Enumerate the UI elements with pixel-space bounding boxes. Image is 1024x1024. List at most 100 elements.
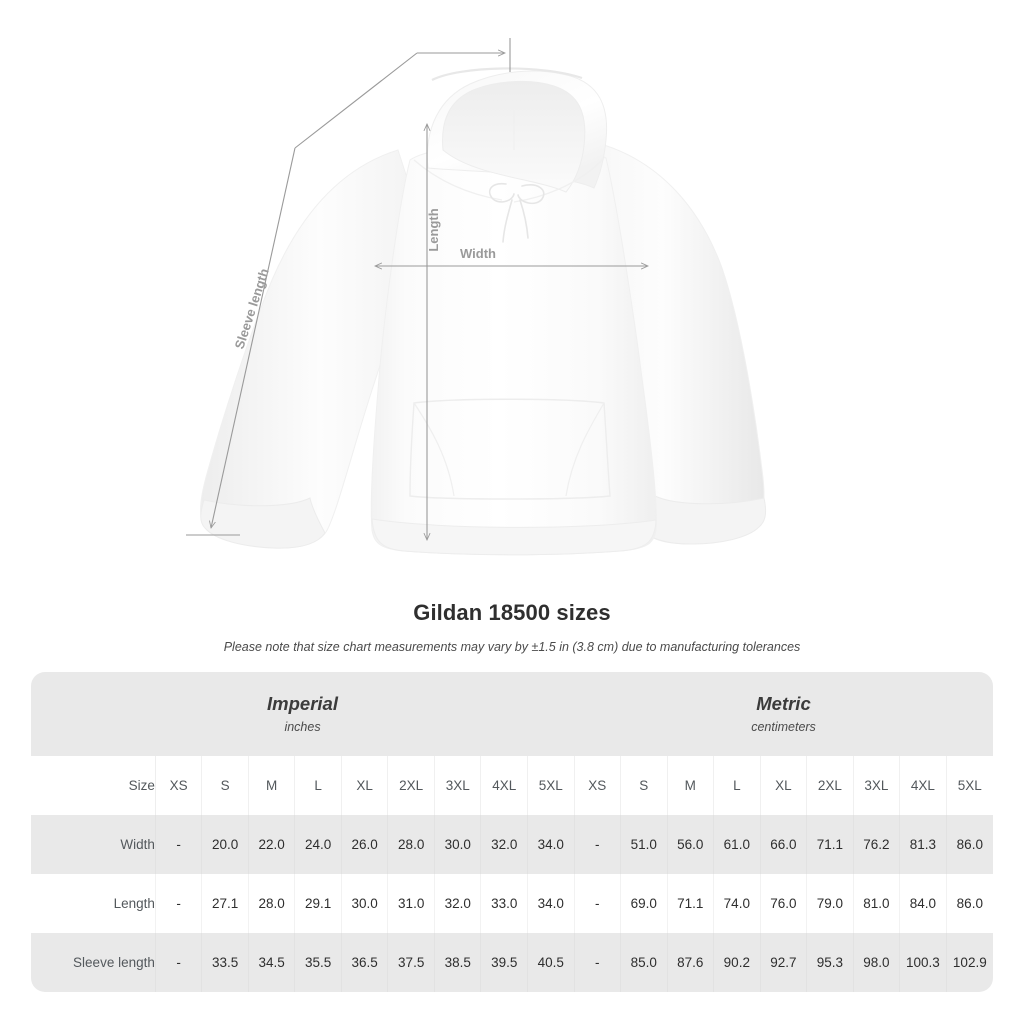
size-header-imperial-xl: XL <box>341 756 389 815</box>
size-header-metric-m: M <box>667 756 715 815</box>
cell-length-imperial-l: 29.1 <box>294 874 342 933</box>
cell-length-imperial-5xl: 34.0 <box>527 874 575 933</box>
measurement-lines <box>186 38 648 540</box>
size-header-imperial-m: M <box>248 756 296 815</box>
size-header-imperial-s: S <box>201 756 249 815</box>
length-label: Length <box>426 208 441 251</box>
cell-length-metric-5xl: 86.0 <box>946 874 993 933</box>
cell-sleeve-length-imperial-s: 33.5 <box>201 933 249 992</box>
size-header-metric-s: S <box>620 756 668 815</box>
size-header-metric-3xl: 3XL <box>853 756 901 815</box>
cell-width-metric-xl: 66.0 <box>760 815 808 874</box>
cell-width-imperial-xs: - <box>155 815 203 874</box>
hoodie-diagram-svg: Length Width Sleeve length <box>186 38 767 556</box>
cell-width-imperial-m: 22.0 <box>248 815 296 874</box>
size-header-imperial-l: L <box>294 756 342 815</box>
pocket-left-seam <box>413 402 455 497</box>
row-label-width: Width <box>31 815 156 874</box>
size-header-metric-2xl: 2XL <box>806 756 854 815</box>
left-shoulder-seam <box>413 159 503 201</box>
table-row: Length -27.1 28.0 29.1 30.0 31.0 32.0 33.0 34.0-… <box>31 874 993 933</box>
cell-sleeve-length-imperial-m: 34.5 <box>248 933 296 992</box>
unit-banner-imperial: Imperial inches <box>31 672 575 756</box>
page-title: Gildan 18500 sizes <box>413 600 611 625</box>
hoodie-diagram: Length Width Sleeve length <box>186 38 767 556</box>
cell-width-metric-m: 56.0 <box>667 815 715 874</box>
table-row: Width -20.0 22.0 24.0 26.0 28.0 30.0 32.0 34.0-5… <box>31 815 993 874</box>
bottom-hem <box>371 518 657 556</box>
cell-length-metric-4xl: 84.0 <box>899 874 947 933</box>
cell-length-imperial-xs: - <box>155 874 203 933</box>
unit-subtitle: inches <box>284 720 321 734</box>
size-header-metric-4xl: 4XL <box>899 756 947 815</box>
cell-sleeve-length-metric-l: 90.2 <box>713 933 761 992</box>
title-block: Gildan 18500 sizes Please note that size… <box>0 598 1024 655</box>
left-cuff <box>200 497 326 549</box>
size-header-metric-5xl: 5XL <box>946 756 993 815</box>
cell-sleeve-length-imperial-xs: - <box>155 933 203 992</box>
cell-width-imperial-s: 20.0 <box>201 815 249 874</box>
tolerance-note: Please note that size chart measurements… <box>223 640 801 654</box>
cell-sleeve-length-metric-xs: - <box>573 933 622 992</box>
size-chart-table-wrap: Imperial inches Metric centimeters Size XS S M L… <box>31 672 993 992</box>
cell-sleeve-length-imperial-4xl: 39.5 <box>480 933 528 992</box>
cell-width-metric-2xl: 71.1 <box>806 815 854 874</box>
size-header-imperial-3xl: 3XL <box>434 756 482 815</box>
cell-width-imperial-2xl: 28.0 <box>387 815 435 874</box>
cell-length-metric-s: 69.0 <box>620 874 668 933</box>
cell-length-imperial-2xl: 31.0 <box>387 874 435 933</box>
unit-banner-row: Imperial inches Metric centimeters <box>31 672 993 756</box>
kangaroo-pocket <box>409 398 611 500</box>
size-header-metric-xs: XS <box>573 756 622 815</box>
cell-sleeve-length-imperial-xl: 36.5 <box>341 933 389 992</box>
cell-sleeve-length-metric-5xl: 102.9 <box>946 933 993 992</box>
sleeve-diagonal-lower <box>211 147 296 528</box>
size-header-metric-l: L <box>713 756 761 815</box>
width-label: Width <box>460 246 496 261</box>
cell-length-imperial-3xl: 32.0 <box>434 874 482 933</box>
unit-subtitle: centimeters <box>751 720 816 734</box>
cell-width-metric-3xl: 76.2 <box>853 815 901 874</box>
cell-width-imperial-xl: 26.0 <box>341 815 389 874</box>
cell-length-imperial-s: 27.1 <box>201 874 249 933</box>
cell-length-metric-2xl: 79.0 <box>806 874 854 933</box>
cell-width-metric-5xl: 86.0 <box>946 815 993 874</box>
cell-sleeve-length-imperial-2xl: 37.5 <box>387 933 435 992</box>
cell-length-metric-xs: - <box>573 874 622 933</box>
cell-sleeve-length-metric-s: 85.0 <box>620 933 668 992</box>
cell-sleeve-length-metric-4xl: 100.3 <box>899 933 947 992</box>
row-label-sleeve-length: Sleeve length <box>31 933 156 992</box>
table-row: Sleeve length -33.5 34.5 35.5 36.5 37.5 38.5 39… <box>31 933 993 992</box>
cell-sleeve-length-imperial-5xl: 40.5 <box>527 933 575 992</box>
size-chart-table: Imperial inches Metric centimeters Size XS S M L… <box>31 672 993 992</box>
cell-sleeve-length-imperial-l: 35.5 <box>294 933 342 992</box>
hoodie-illustration <box>200 67 767 556</box>
cell-width-metric-s: 51.0 <box>620 815 668 874</box>
cell-width-metric-xs: - <box>573 815 622 874</box>
cell-sleeve-length-metric-2xl: 95.3 <box>806 933 854 992</box>
cell-width-imperial-5xl: 34.0 <box>527 815 575 874</box>
size-header-imperial-xs: XS <box>155 756 203 815</box>
unit-banner-metric: Metric centimeters <box>574 672 993 756</box>
cell-width-imperial-4xl: 32.0 <box>480 815 528 874</box>
cell-length-imperial-4xl: 33.0 <box>480 874 528 933</box>
column-header-size: Size <box>31 756 156 815</box>
size-header-imperial-4xl: 4XL <box>480 756 528 815</box>
unit-name: Metric <box>756 693 811 714</box>
sleeve-diagonal-upper <box>294 52 418 149</box>
cell-width-imperial-3xl: 30.0 <box>434 815 482 874</box>
size-header-imperial-5xl: 5XL <box>527 756 575 815</box>
hood-trim <box>431 67 583 81</box>
cell-length-metric-l: 74.0 <box>713 874 761 933</box>
hoodie-body <box>370 144 657 556</box>
cell-width-metric-l: 61.0 <box>713 815 761 874</box>
cell-length-metric-m: 71.1 <box>667 874 715 933</box>
drawstring <box>488 182 545 243</box>
cell-sleeve-length-metric-3xl: 98.0 <box>853 933 901 992</box>
row-label-length: Length <box>31 874 156 933</box>
size-header-row: Size XS S M L XL 2XL 3XL 4XL 5XL XS S M L XL 2XL 3XL 4XL 5… <box>31 756 993 815</box>
cell-length-metric-3xl: 81.0 <box>853 874 901 933</box>
cell-length-imperial-xl: 30.0 <box>341 874 389 933</box>
cell-length-metric-xl: 76.0 <box>760 874 808 933</box>
cell-width-imperial-l: 24.0 <box>294 815 342 874</box>
